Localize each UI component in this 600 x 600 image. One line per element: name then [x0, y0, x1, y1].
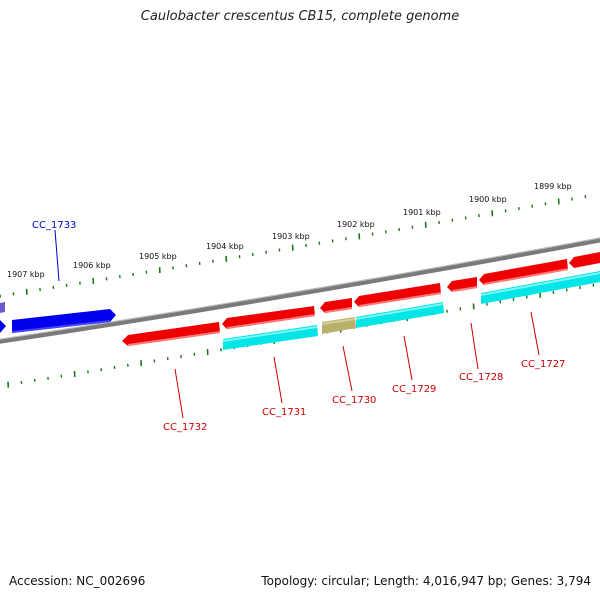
gene-red-e-shade — [484, 268, 568, 285]
leader-cc-1728 — [470, 322, 479, 370]
genome-backbone — [0, 237, 600, 344]
gene-cc-1734-tip[interactable] — [0, 320, 6, 333]
leader-cc-1729 — [403, 335, 413, 381]
leader-cc-1727 — [530, 311, 540, 356]
gene-cc-1733-shade — [12, 320, 110, 333]
scale-label-1901: 1901 kbp — [403, 208, 441, 217]
scale-label-1902: 1902 kbp — [337, 220, 375, 229]
gene-red-a-shade — [227, 314, 315, 329]
label-cc-1729[interactable]: CC_1729 — [392, 384, 436, 395]
gene-red-f[interactable] — [569, 252, 600, 268]
label-cc-1733[interactable]: CC_1733 — [32, 220, 76, 231]
label-cc-1727[interactable]: CC_1727 — [521, 359, 565, 370]
reverse-strand-genes — [223, 271, 600, 350]
gene-cc-1727-shade — [481, 272, 600, 296]
scale-label-1903: 1903 kbp — [272, 232, 310, 241]
gene-red-a[interactable] — [222, 306, 315, 329]
gene-cc-1730[interactable] — [322, 317, 356, 334]
gene-cc-1734-partial[interactable] — [0, 302, 5, 313]
gene-red-c[interactable] — [354, 283, 441, 307]
leader-cc-1730 — [342, 345, 353, 392]
scale-labels: 1907 kbp 1906 kbp 1905 kbp 1904 kbp 1903… — [7, 182, 572, 279]
gene-cc-1732-shade — [128, 331, 220, 346]
gene-red-c-shade — [359, 292, 441, 307]
gene-label-group: CC_1733 CC_1732 CC_1731 CC_1730 CC_1729 … — [32, 220, 565, 433]
label-cc-1730[interactable]: CC_1730 — [332, 395, 376, 406]
leader-cc-1733 — [54, 229, 60, 282]
forward-strand-genes — [0, 252, 600, 346]
scale-label-1900: 1900 kbp — [469, 195, 507, 204]
label-cc-1731[interactable]: CC_1731 — [262, 407, 306, 418]
gene-red-b-shade — [325, 307, 352, 313]
gene-cc-1729-shade — [356, 303, 443, 320]
gene-red-d-shade — [452, 286, 477, 292]
genome-summary-text: Topology: circular; Length: 4,016,947 bp… — [261, 574, 591, 588]
map-title: Caulobacter crescentus CB15, complete ge… — [140, 9, 460, 24]
gene-cc-1733[interactable] — [12, 309, 116, 333]
scale-label-1907: 1907 kbp — [7, 270, 45, 279]
gene-cc-1730-shade — [322, 318, 355, 325]
scale-label-1905: 1905 kbp — [139, 252, 177, 261]
gene-cc-1731-shade — [223, 326, 317, 342]
scale-label-1899: 1899 kbp — [534, 182, 572, 191]
label-leaders — [54, 229, 540, 419]
scale-label-1906: 1906 kbp — [73, 261, 111, 270]
genome-backbone-highlight — [0, 237, 600, 340]
leader-cc-1732 — [174, 368, 184, 419]
scale-label-1904: 1904 kbp — [206, 242, 244, 251]
label-cc-1732[interactable]: CC_1732 — [163, 422, 207, 433]
gene-red-e[interactable] — [479, 259, 568, 285]
accession-text: Accession: NC_002696 — [9, 574, 146, 588]
gene-cc-1732[interactable] — [122, 322, 220, 346]
label-cc-1728[interactable]: CC_1728 — [459, 372, 503, 383]
leader-cc-1731 — [273, 356, 283, 404]
outer-scale — [0, 195, 587, 298]
